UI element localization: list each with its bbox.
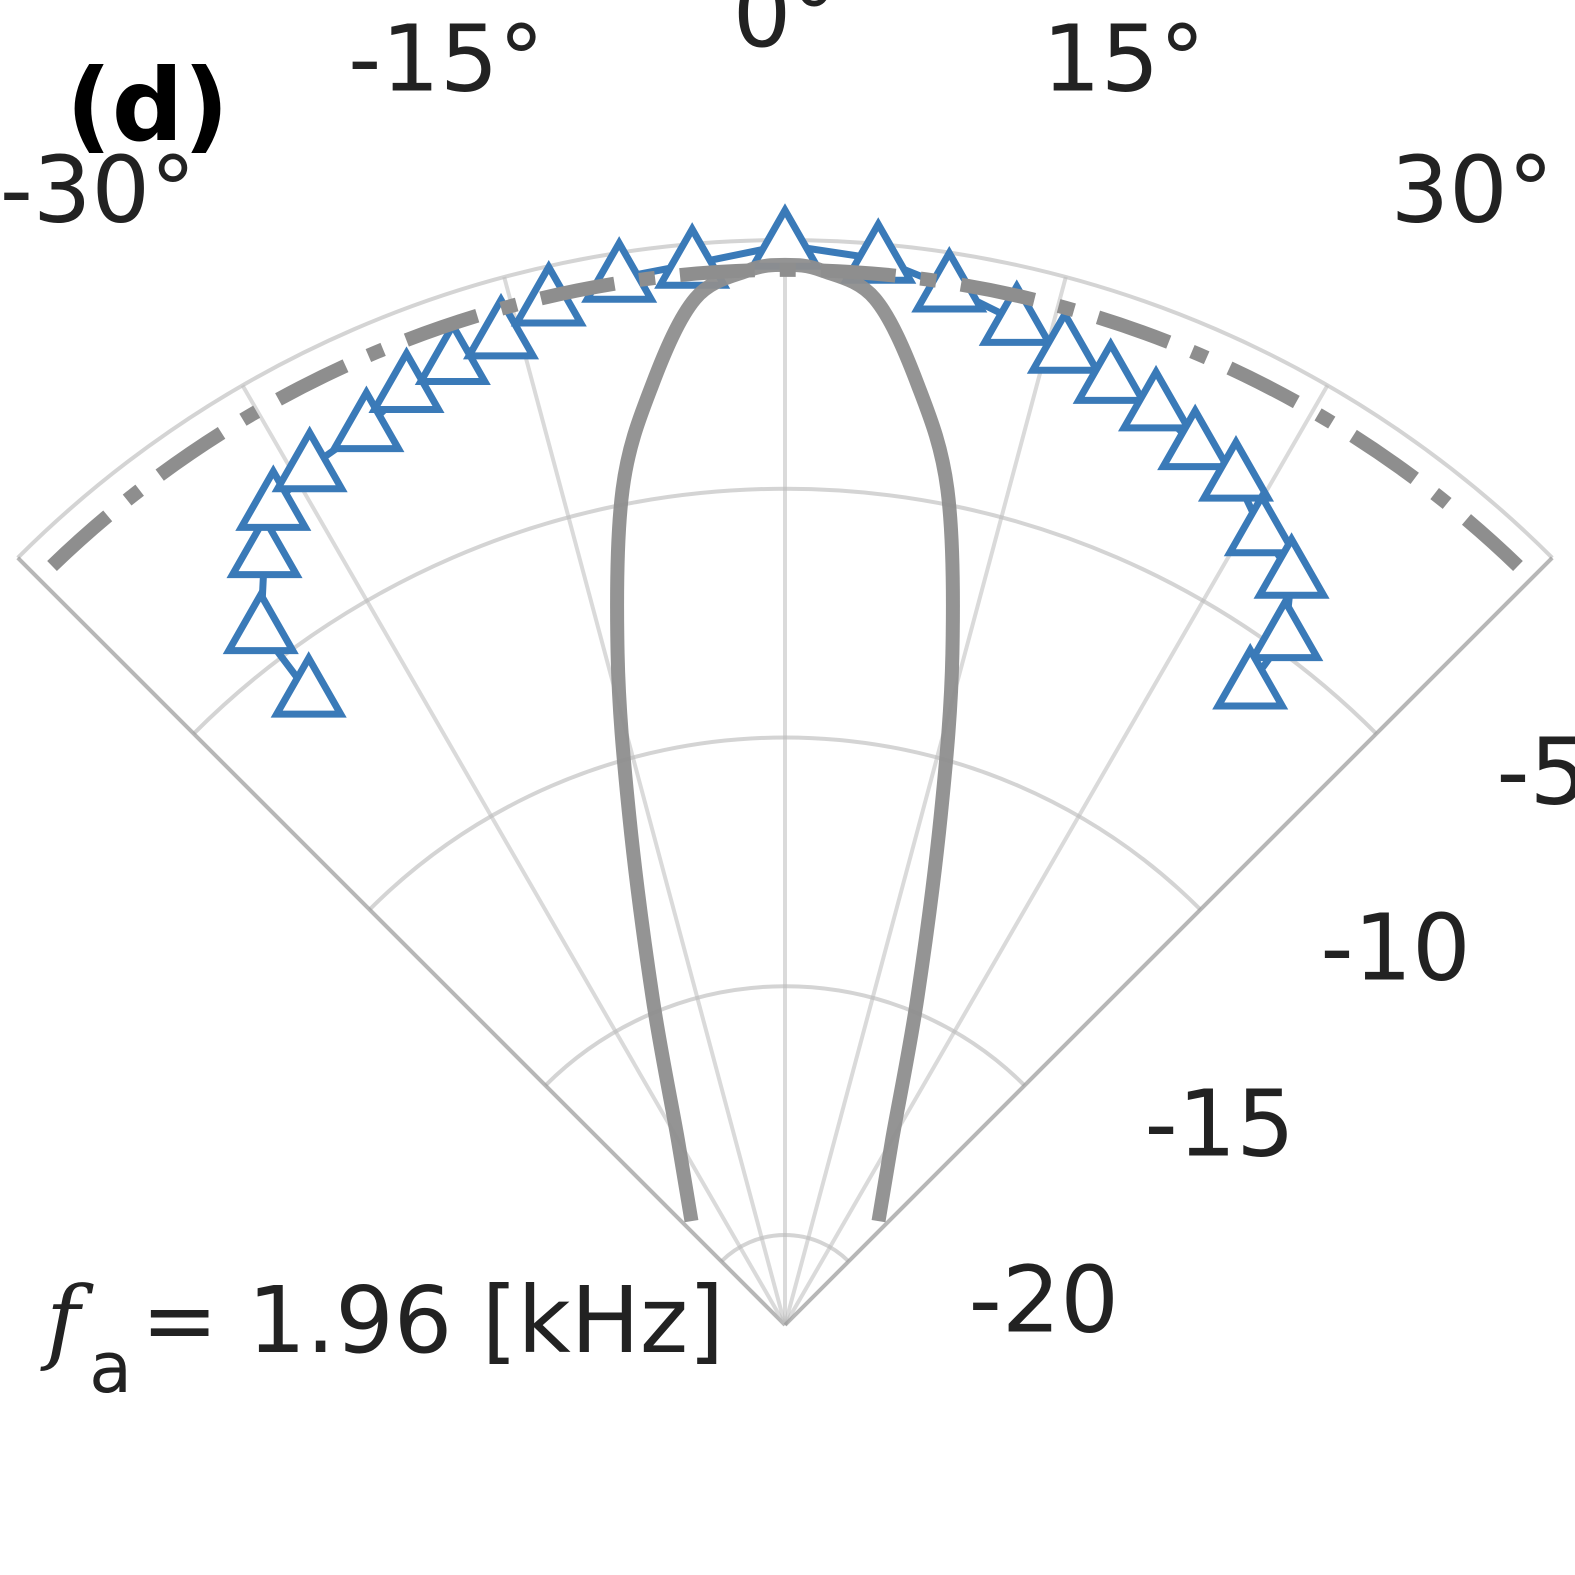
panel-label: (d)	[66, 47, 229, 164]
frequency-subscript: a	[89, 1327, 132, 1409]
measured-point	[271, 425, 348, 493]
angle-tick-label: 15°	[1042, 6, 1205, 113]
measured-point	[1118, 364, 1195, 432]
frequency-annotation: f a = 1.96 [kHz]	[40, 1267, 724, 1409]
radial-tick-label: -20	[969, 1246, 1119, 1353]
measured-point	[1253, 532, 1330, 599]
measured-point	[235, 464, 312, 531]
angle-grid-spoke	[16, 556, 787, 1327]
measured-point	[226, 511, 303, 579]
measured-point	[1072, 337, 1149, 404]
model-solid-series	[610, 257, 960, 1223]
angle-grid-spoke	[240, 384, 787, 1326]
angle-grid-spoke	[502, 276, 787, 1326]
radial-tick-label: -5	[1496, 719, 1575, 826]
radial-tick-label: -10	[1320, 895, 1470, 1002]
frequency-symbol: f	[40, 1267, 94, 1374]
measured-point	[1026, 307, 1103, 374]
labels-layer: (d) f a = 1.96 [kHz] -30°-15° 0° 15°30°-5-…	[0, 0, 1575, 1409]
measured-point	[1157, 403, 1234, 471]
angle-tick-label: 0°	[733, 0, 838, 68]
polar-grid	[16, 238, 1554, 1327]
measured-point	[222, 587, 299, 655]
angle-grid-spoke	[783, 556, 1554, 1327]
measured-point	[328, 385, 405, 453]
measured-point	[462, 292, 540, 360]
radial-tick-label: -15	[1145, 1070, 1295, 1177]
measured-point	[270, 651, 347, 718]
measured-point	[1212, 642, 1289, 710]
measured-point	[1247, 594, 1324, 662]
measured-series-line	[257, 241, 1296, 696]
angle-tick-label: -30°	[0, 136, 196, 243]
series-layer	[47, 203, 1523, 1223]
angle-grid-spoke	[783, 276, 1068, 1326]
angle-tick-label: 30°	[1391, 136, 1554, 243]
angle-tick-label: -15°	[348, 6, 544, 113]
frequency-value: = 1.96 [kHz]	[141, 1267, 724, 1374]
measured-point	[1223, 489, 1300, 557]
measured-point	[978, 279, 1055, 346]
measured-point	[1197, 435, 1275, 502]
